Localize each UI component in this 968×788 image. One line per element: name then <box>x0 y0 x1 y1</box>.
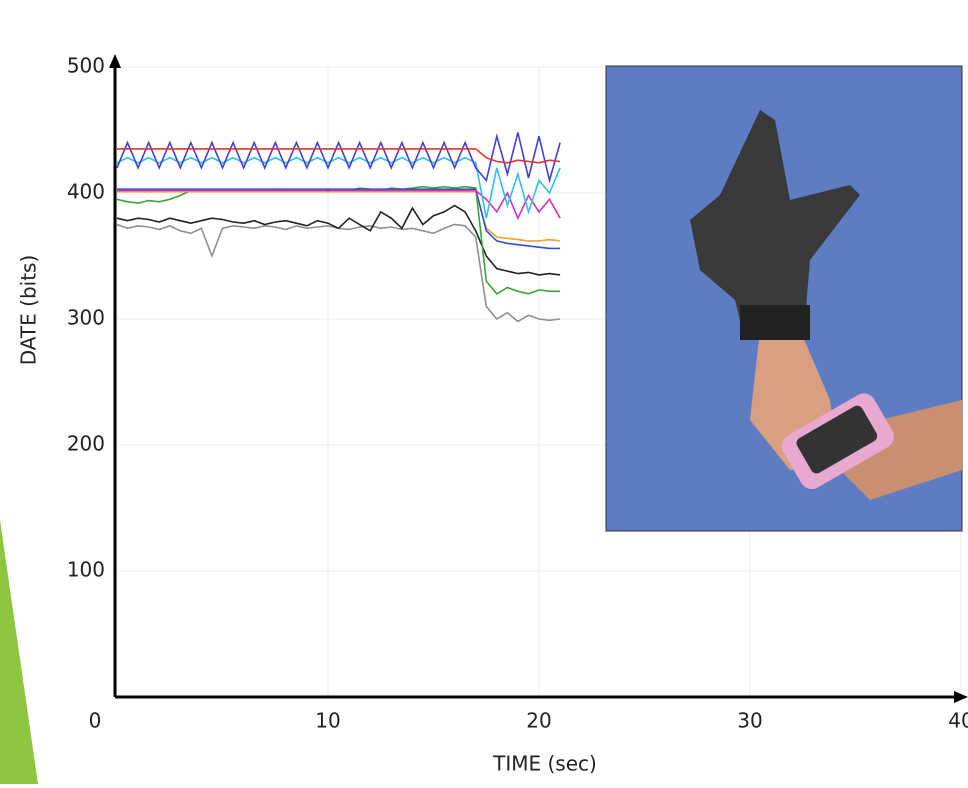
series-line <box>116 204 561 276</box>
y-tick-label: 300 <box>67 306 105 330</box>
y-tick-label: 200 <box>67 432 105 456</box>
series-line <box>116 185 561 295</box>
photo <box>605 65 963 532</box>
x-axis-arrow <box>954 691 968 703</box>
y-axis-arrow <box>109 54 121 68</box>
x-tick-label: 30 <box>737 709 762 733</box>
y-tick-label: 500 <box>67 54 105 78</box>
y-axis-label: DATE (bits) <box>17 255 41 366</box>
series-line <box>116 223 561 323</box>
x-tick-label: 10 <box>315 709 340 733</box>
decoration <box>0 520 38 784</box>
x-tick-label: 40 <box>948 709 968 733</box>
y-tick-label: 400 <box>67 180 105 204</box>
series-line <box>116 156 561 219</box>
y-tick-label: 100 <box>67 558 105 582</box>
series-line <box>117 188 561 250</box>
series-line <box>117 190 561 242</box>
series-line <box>116 132 561 184</box>
series-line <box>117 148 561 164</box>
series-line <box>117 189 561 221</box>
x-tick-label: 20 <box>526 709 551 733</box>
plot-area <box>116 132 561 323</box>
x-axis-label: TIME (sec) <box>492 752 597 776</box>
x-tick-label: 0 <box>89 709 102 733</box>
